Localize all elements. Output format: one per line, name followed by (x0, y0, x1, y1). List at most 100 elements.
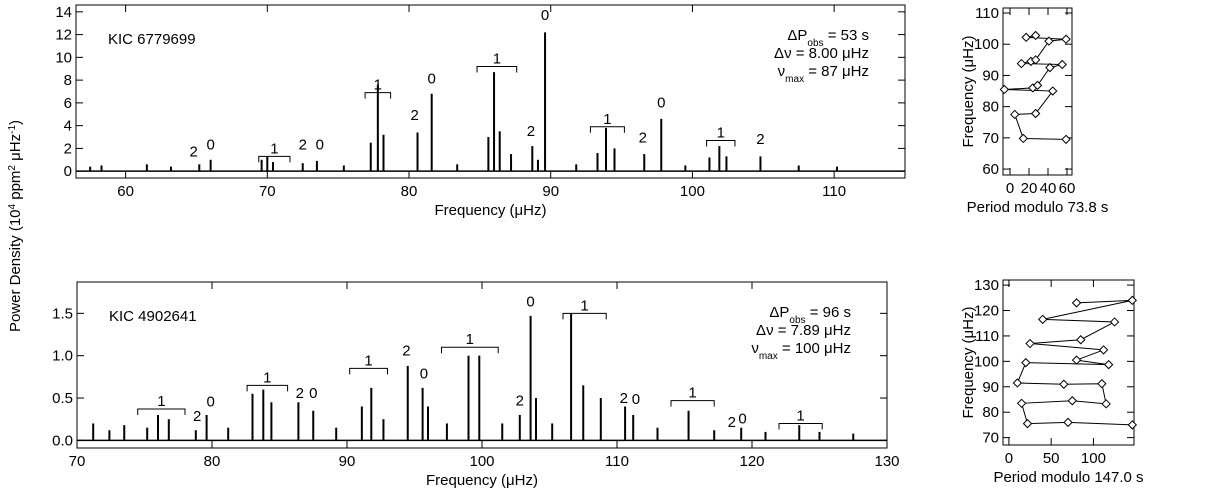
mode-bracket (246, 384, 289, 392)
y-tick-label: 80 (982, 404, 999, 421)
mode-bracket (778, 422, 823, 430)
y-tick-label: 14 (55, 4, 72, 21)
y-tick-label: 8 (64, 72, 72, 89)
subscript: obs (807, 38, 823, 49)
star-label: KIC 4902641 (109, 308, 197, 325)
y-tick-label: 10 (55, 49, 72, 66)
x-tick-label: 100 (1081, 450, 1106, 467)
bracket-label: 1 (364, 352, 372, 369)
diamond-marker (1061, 134, 1071, 145)
y-axis-label: Power Density (104 ppm2 μHz-1) (7, 120, 25, 332)
mode-label: 0 (657, 94, 665, 111)
x-axis-label: Frequency (μHz) (434, 202, 546, 219)
bracket-label: 1 (270, 140, 278, 157)
bracket-label: 1 (717, 124, 725, 141)
diamond-marker (1059, 379, 1069, 389)
diamond-marker (1022, 418, 1033, 429)
text-part: = 87 μHz (804, 63, 869, 80)
y-tick-label: 2 (64, 140, 72, 157)
diamond-marker (1098, 345, 1109, 355)
x-axis-label: Frequency (μHz) (426, 472, 538, 489)
diamond-marker (1021, 32, 1031, 43)
mode-bracket (706, 139, 736, 147)
mode-bracket (349, 367, 388, 375)
x-tick-label: 110 (605, 453, 629, 470)
y-tick-label: 0.0 (52, 432, 73, 449)
mode-label: 0 (309, 385, 317, 402)
diamond-marker (1025, 338, 1035, 349)
x-tick-label: 50 (1043, 450, 1060, 467)
x-axis-label: Period modulo 147.0 s (993, 469, 1143, 486)
diamond-marker (1063, 417, 1073, 428)
mode-bracket (589, 126, 625, 133)
text-part: ΔP (787, 27, 807, 44)
text-part: Δν = 7.89 μHz (756, 322, 851, 339)
mode-label: 0 (316, 137, 324, 154)
mode-bracket (562, 312, 607, 320)
plot-frame (75, 4, 906, 179)
x-tick-label: 0 (1005, 450, 1013, 467)
mode-label: 2 (527, 123, 535, 140)
diamond-marker (1038, 314, 1048, 325)
diamond-marker (1044, 36, 1054, 46)
mode-bracket (364, 92, 392, 99)
info-line: ΔPobs = 53 s (787, 27, 869, 49)
mode-label: 2 (193, 408, 201, 425)
text-part: ΔP (769, 304, 789, 321)
bracket-label: 1 (374, 77, 382, 94)
y-tick-label: 100 (974, 36, 999, 53)
y-axis-label: Frequency (μHz) (960, 306, 977, 418)
y-tick-label: 120 (974, 303, 999, 320)
diamond-marker (1010, 109, 1020, 120)
y-tick-label: 0 (64, 163, 72, 180)
y-tick-label: 0.5 (52, 390, 73, 407)
mode-label: 0 (206, 137, 214, 154)
mode-label: 2 (516, 393, 524, 410)
x-tick-label: 70 (259, 183, 276, 200)
x-tick-label: 100 (680, 183, 705, 200)
y-tick-label: 80 (982, 99, 999, 116)
x-tick-label: 90 (339, 453, 356, 470)
x-axis-label: Period modulo 73.8 s (967, 199, 1109, 216)
mode-label: 0 (541, 7, 549, 24)
diamond-marker (1071, 298, 1082, 308)
x-tick-label: 110 (822, 183, 846, 200)
plot-frame (1002, 279, 1135, 446)
diamond-marker (1109, 317, 1120, 327)
y-tick-label: 110 (975, 5, 999, 22)
diamond-marker (1067, 396, 1078, 406)
mode-bracket (476, 65, 518, 73)
x-tick-label: 0 (1006, 180, 1014, 197)
text-part: Power Density (10 (7, 209, 24, 332)
diamond-marker (1057, 59, 1067, 70)
diamond-marker (1097, 379, 1107, 389)
diamond-marker (1076, 335, 1086, 345)
bracket-label: 1 (580, 297, 588, 314)
diamond-marker (1032, 80, 1043, 91)
text-part: Δν = 8.00 μHz (774, 45, 869, 62)
mode-bracket (441, 346, 499, 354)
superscript: -1 (7, 125, 18, 134)
x-tick-label: 120 (739, 453, 764, 470)
diamond-marker (1048, 86, 1058, 96)
mode-label: 0 (206, 394, 214, 411)
x-tick-label: 100 (469, 453, 494, 470)
y-tick-label: 4 (64, 118, 72, 135)
y-tick-label: 70 (982, 430, 999, 447)
y-tick-label: 1.5 (52, 305, 73, 322)
x-tick-label: 70 (69, 453, 86, 470)
diamond-marker (1045, 62, 1055, 73)
y-tick-label: 70 (982, 130, 999, 147)
y-axis-label: Frequency (μHz) (960, 35, 977, 147)
superscript: 4 (7, 203, 18, 209)
mode-label: 2 (756, 131, 764, 148)
diamond-marker (1071, 355, 1082, 365)
diamond-marker (1016, 398, 1027, 409)
info-line: νmax = 100 μHz (751, 340, 851, 362)
diamond-marker (1018, 133, 1029, 144)
x-tick-label: 80 (204, 453, 221, 470)
diamond-marker (1127, 295, 1138, 306)
y-tick-label: 60 (982, 161, 999, 178)
text-part: ) (7, 120, 24, 125)
